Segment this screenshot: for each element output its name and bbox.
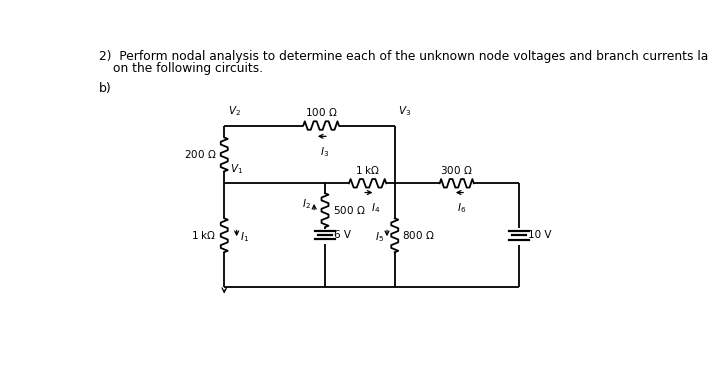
Text: 300 $\Omega$: 300 $\Omega$: [440, 164, 473, 176]
Text: $I_1$: $I_1$: [240, 230, 249, 244]
Text: 10 V: 10 V: [528, 230, 552, 240]
Text: 200 $\Omega$: 200 $\Omega$: [184, 149, 216, 160]
Text: 6 V: 6 V: [335, 230, 351, 240]
Text: $I_3$: $I_3$: [320, 146, 329, 159]
Text: 800 $\Omega$: 800 $\Omega$: [403, 229, 435, 241]
Text: $I_5$: $I_5$: [375, 230, 384, 244]
Text: $I_6$: $I_6$: [457, 201, 466, 215]
Text: b): b): [99, 82, 111, 95]
Text: $V_2$: $V_2$: [228, 104, 241, 118]
Text: 2)  Perform nodal analysis to determine each of the unknown node voltages and br: 2) Perform nodal analysis to determine e…: [99, 50, 709, 63]
Text: 100 $\Omega$: 100 $\Omega$: [305, 106, 337, 118]
Text: $I_2$: $I_2$: [302, 197, 311, 211]
Text: on the following circuits.: on the following circuits.: [113, 62, 264, 75]
Text: 500 $\Omega$: 500 $\Omega$: [333, 204, 365, 216]
Text: $V_3$: $V_3$: [398, 104, 411, 118]
Text: $V_1$: $V_1$: [230, 163, 243, 176]
Text: 1 k$\Omega$: 1 k$\Omega$: [191, 229, 216, 241]
Text: $I_4$: $I_4$: [371, 201, 380, 215]
Text: 1 k$\Omega$: 1 k$\Omega$: [355, 164, 380, 176]
